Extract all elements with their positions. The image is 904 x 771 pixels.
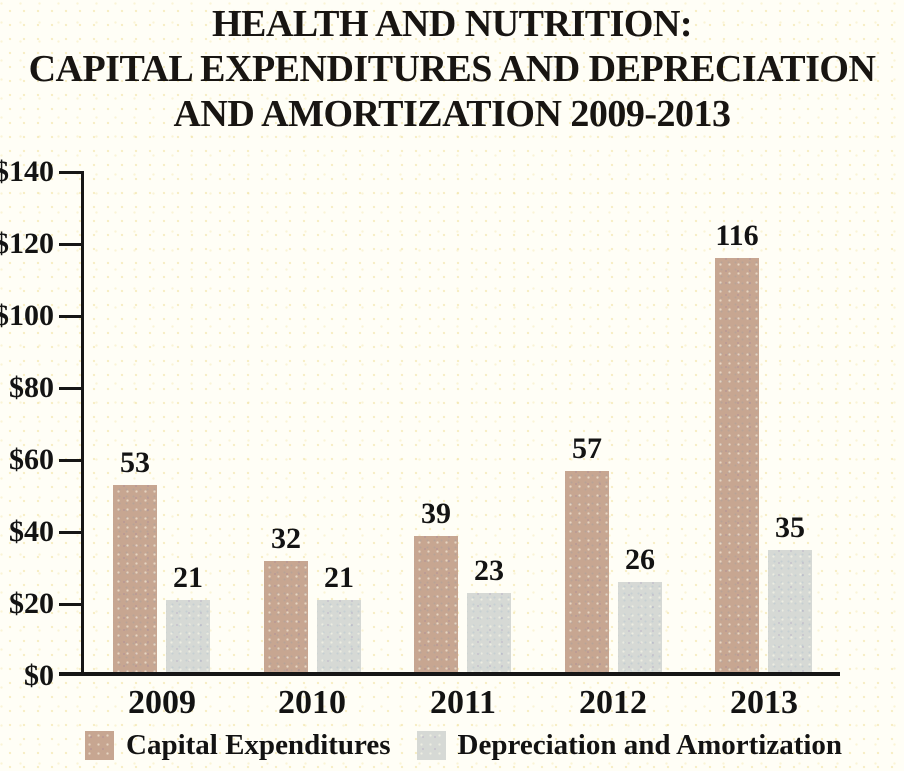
y-tick-label-120: $120 bbox=[0, 227, 54, 260]
bar-depreciation-and-amortization-2009 bbox=[166, 600, 210, 676]
x-axis-label-2010: 2010 bbox=[278, 684, 346, 721]
y-axis-line bbox=[81, 172, 84, 676]
bar-value-label-depreciation-and-amortization-2009: 21 bbox=[173, 561, 203, 594]
bar-value-label-depreciation-and-amortization-2011: 23 bbox=[474, 554, 504, 587]
bar-capital-expenditures-2013 bbox=[715, 258, 759, 676]
title-line-2: CAPITAL EXPENDITURES AND DEPRECIATION bbox=[28, 48, 876, 90]
y-tick-label-80: $80 bbox=[9, 371, 54, 404]
y-tick-20 bbox=[59, 602, 84, 606]
title-line-3: AND AMORTIZATION 2009-2013 bbox=[173, 93, 731, 135]
bar-depreciation-and-amortization-2011 bbox=[467, 593, 511, 676]
legend-swatch-capital-expenditures bbox=[85, 730, 114, 760]
legend-item-capital-expenditures: Capital Expenditures bbox=[85, 729, 391, 761]
x-axis-label-2011: 2011 bbox=[429, 684, 497, 721]
chart-legend: Capital Expenditures Depreciation and Am… bbox=[85, 729, 842, 761]
y-tick-label-20: $20 bbox=[9, 587, 54, 620]
bar-value-label-capital-expenditures-2009: 53 bbox=[120, 446, 150, 479]
x-axis-label-2009: 2009 bbox=[128, 684, 196, 721]
bar-capital-expenditures-2009 bbox=[113, 485, 157, 676]
bar-depreciation-and-amortization-2010 bbox=[317, 600, 361, 676]
y-tick-80 bbox=[59, 386, 84, 390]
y-tick-label-60: $60 bbox=[9, 443, 54, 476]
bar-depreciation-and-amortization-2013 bbox=[768, 550, 812, 676]
bar-value-label-capital-expenditures-2010: 32 bbox=[271, 522, 301, 555]
bar-value-label-depreciation-and-amortization-2012: 26 bbox=[625, 543, 655, 576]
legend-label-depreciation-amortization: Depreciation and Amortization bbox=[457, 729, 843, 761]
plot-area: $0 $20 $40 $60 $80 $100 $120 $140 53 21 2009 32 21 20… bbox=[0, 155, 840, 721]
y-tick-40 bbox=[59, 530, 84, 534]
y-tick-label-140: $140 bbox=[0, 155, 54, 188]
y-tick-label-100: $100 bbox=[0, 299, 54, 332]
y-tick-label-0: $0 bbox=[24, 659, 54, 692]
chart-title: HEALTH AND NUTRITION: CAPITAL EXPENDITUR… bbox=[0, 2, 904, 137]
x-axis-label-2012: 2012 bbox=[579, 684, 647, 721]
y-tick-60 bbox=[59, 458, 84, 462]
bar-value-label-depreciation-and-amortization-2010: 21 bbox=[324, 561, 354, 594]
bar-value-label-capital-expenditures-2012: 57 bbox=[572, 432, 602, 465]
y-tick-140 bbox=[59, 170, 84, 174]
y-tick-120 bbox=[59, 242, 84, 246]
bar-capital-expenditures-2012 bbox=[565, 471, 609, 676]
title-line-1: HEALTH AND NUTRITION: bbox=[211, 3, 693, 45]
legend-item-depreciation-amortization: Depreciation and Amortization bbox=[416, 729, 843, 761]
bar-value-label-capital-expenditures-2011: 39 bbox=[421, 497, 451, 530]
y-tick-100 bbox=[59, 314, 84, 318]
bar-depreciation-and-amortization-2012 bbox=[618, 582, 662, 676]
bar-capital-expenditures-2011 bbox=[414, 536, 458, 676]
bar-capital-expenditures-2010 bbox=[264, 561, 308, 676]
legend-label-capital-expenditures: Capital Expenditures bbox=[126, 729, 391, 761]
bar-value-label-capital-expenditures-2013: 116 bbox=[715, 219, 759, 252]
x-axis-label-2013: 2013 bbox=[730, 684, 798, 721]
y-tick-label-40: $40 bbox=[9, 515, 54, 548]
x-axis-line bbox=[59, 672, 840, 676]
bar-value-label-depreciation-and-amortization-2013: 35 bbox=[775, 511, 805, 544]
legend-swatch-depreciation-amortization bbox=[416, 730, 446, 760]
